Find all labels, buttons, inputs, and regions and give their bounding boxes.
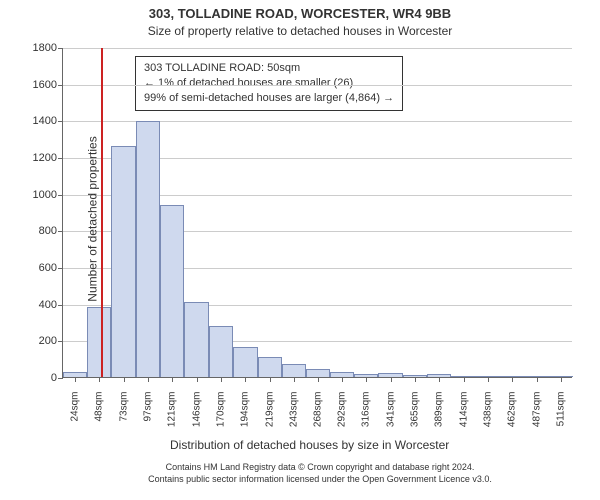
x-tick-label: 389sqm	[434, 388, 445, 428]
x-tick-mark	[148, 377, 149, 382]
x-tick-mark	[415, 377, 416, 382]
info-line-2: ← 1% of detached houses are smaller (26)	[144, 76, 394, 91]
histogram-bar	[160, 205, 184, 377]
info-line-1: 303 TOLLADINE ROAD: 50sqm	[144, 61, 394, 76]
x-tick-label: 341sqm	[386, 388, 397, 428]
y-tick-label: 800	[39, 225, 63, 237]
x-tick-label: 146sqm	[191, 388, 202, 428]
x-tick-mark	[245, 377, 246, 382]
chart-container: 303, TOLLADINE ROAD, WORCESTER, WR4 9BB …	[0, 0, 600, 500]
chart-area: 303 TOLLADINE ROAD: 50sqm ← 1% of detach…	[62, 48, 572, 378]
x-tick-mark	[439, 377, 440, 382]
footer-text: Contains HM Land Registry data © Crown c…	[70, 462, 570, 485]
chart-title-address: 303, TOLLADINE ROAD, WORCESTER, WR4 9BB	[0, 6, 600, 21]
x-tick-label: 414sqm	[459, 388, 470, 428]
footer-line-2: Contains public sector information licen…	[70, 474, 570, 486]
grid-line	[63, 48, 572, 49]
info-box: 303 TOLLADINE ROAD: 50sqm ← 1% of detach…	[135, 56, 403, 111]
x-tick-mark	[464, 377, 465, 382]
x-tick-mark	[99, 377, 100, 382]
histogram-bar	[233, 347, 258, 377]
grid-line	[63, 85, 572, 86]
y-tick-label: 1400	[33, 115, 63, 127]
x-tick-label: 24sqm	[69, 388, 80, 422]
chart-subtitle: Size of property relative to detached ho…	[0, 24, 600, 38]
x-tick-label: 365sqm	[410, 388, 421, 428]
x-tick-label: 194sqm	[239, 388, 250, 428]
info-line-3: 99% of semi-detached houses are larger (…	[144, 91, 394, 106]
y-tick-label: 400	[39, 299, 63, 311]
x-tick-mark	[488, 377, 489, 382]
x-tick-label: 219sqm	[264, 388, 275, 428]
x-tick-mark	[124, 377, 125, 382]
x-tick-mark	[270, 377, 271, 382]
x-tick-mark	[75, 377, 76, 382]
histogram-bar	[282, 364, 306, 377]
x-tick-label: 487sqm	[532, 388, 543, 428]
x-tick-label: 316sqm	[361, 388, 372, 428]
x-tick-mark	[197, 377, 198, 382]
x-tick-mark	[561, 377, 562, 382]
footer-line-1: Contains HM Land Registry data © Crown c…	[70, 462, 570, 474]
x-tick-label: 462sqm	[507, 388, 518, 428]
x-tick-label: 48sqm	[93, 388, 104, 422]
x-tick-label: 73sqm	[118, 388, 129, 422]
x-axis-label: Distribution of detached houses by size …	[170, 438, 449, 452]
histogram-bar	[111, 146, 136, 377]
x-tick-label: 438sqm	[483, 388, 494, 428]
histogram-bar	[306, 369, 331, 377]
x-tick-label: 243sqm	[288, 388, 299, 428]
x-tick-label: 268sqm	[313, 388, 324, 428]
x-tick-mark	[391, 377, 392, 382]
x-tick-mark	[172, 377, 173, 382]
x-tick-mark	[294, 377, 295, 382]
x-tick-mark	[342, 377, 343, 382]
histogram-bar	[184, 302, 209, 377]
x-tick-mark	[318, 377, 319, 382]
y-axis-label: Number of detached properties	[86, 136, 100, 301]
plot-area: 303 TOLLADINE ROAD: 50sqm ← 1% of detach…	[62, 48, 572, 378]
x-tick-mark	[221, 377, 222, 382]
histogram-bar	[209, 326, 233, 377]
y-tick-label: 1600	[33, 79, 63, 91]
histogram-bar	[87, 307, 111, 377]
y-tick-label: 200	[39, 335, 63, 347]
x-tick-label: 121sqm	[166, 388, 177, 428]
x-tick-mark	[366, 377, 367, 382]
y-tick-label: 1200	[33, 152, 63, 164]
x-tick-mark	[537, 377, 538, 382]
property-marker-line	[101, 48, 103, 377]
histogram-bar	[136, 121, 160, 377]
histogram-bar	[258, 357, 282, 377]
x-tick-mark	[512, 377, 513, 382]
x-tick-label: 292sqm	[337, 388, 348, 428]
x-tick-label: 511sqm	[556, 388, 567, 427]
x-tick-label: 170sqm	[215, 388, 226, 428]
y-tick-label: 1800	[33, 42, 63, 54]
y-tick-label: 1000	[33, 189, 63, 201]
y-tick-label: 600	[39, 262, 63, 274]
x-tick-label: 97sqm	[142, 388, 153, 422]
y-tick-label: 0	[51, 372, 63, 384]
